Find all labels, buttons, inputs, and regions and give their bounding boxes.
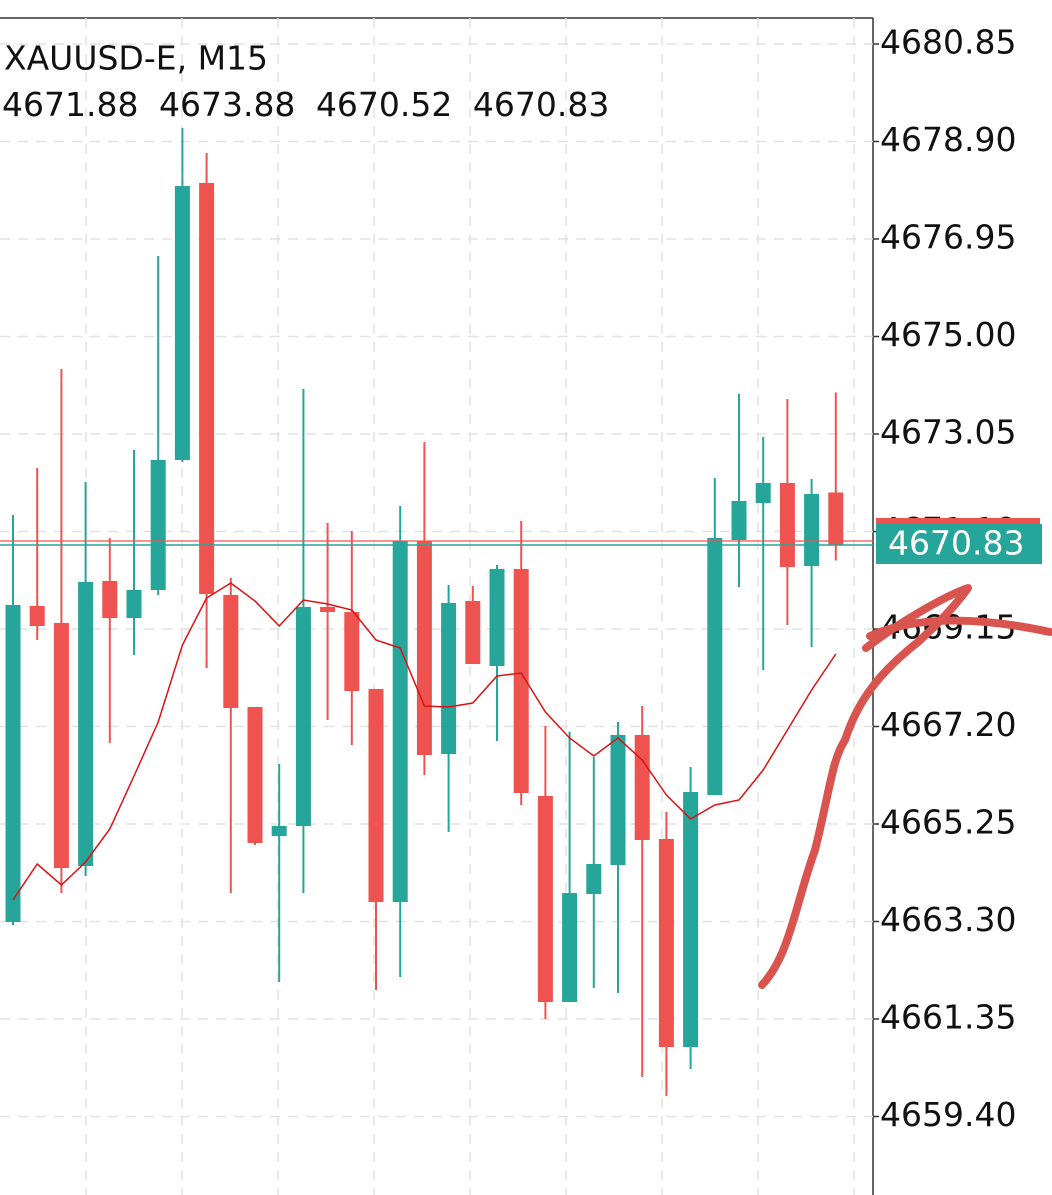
grid	[0, 18, 873, 1195]
candle-body	[126, 590, 142, 618]
candle-body	[392, 541, 408, 902]
candle-body	[634, 735, 650, 840]
candle-body	[683, 792, 699, 1047]
candle-body	[610, 735, 626, 865]
candle-body	[513, 569, 529, 793]
candle-body	[489, 569, 505, 666]
current-price-label: 4670.83	[888, 524, 1024, 563]
marks	[5, 128, 844, 1096]
candle-body	[295, 607, 311, 826]
candle-body	[320, 607, 336, 612]
candle-body	[102, 581, 118, 618]
current-price-box	[876, 524, 1042, 564]
candle-body	[755, 483, 771, 503]
candle-body	[562, 893, 578, 1002]
y-tick-label: 4665.25	[880, 803, 1016, 842]
chart-title: XAUUSD-E, M15	[4, 39, 268, 78]
candle-body	[368, 689, 384, 902]
moving-average-line	[12, 582, 837, 901]
y-tick-label: 4675.00	[880, 315, 1016, 354]
header-close: 4670.83	[473, 85, 609, 124]
candle-body	[247, 707, 263, 843]
y-tick-label: 4663.30	[880, 900, 1016, 939]
candle-body	[53, 623, 69, 868]
candle-body	[174, 186, 190, 460]
y-tick-label: 4673.05	[880, 413, 1016, 452]
overlay: 4670.83	[0, 518, 1042, 564]
candle-body	[271, 826, 287, 836]
price-axis: 4680.854678.904676.954675.004673.054671.…	[873, 23, 1016, 1134]
y-tick-label: 4680.85	[880, 23, 1016, 62]
candle-body	[223, 595, 239, 708]
candle-body	[658, 839, 674, 1047]
y-tick-label: 4676.95	[880, 218, 1016, 257]
candle-body	[779, 483, 795, 567]
candle-body	[344, 612, 360, 691]
candle-body	[707, 538, 723, 795]
y-tick-label: 4678.90	[880, 120, 1016, 159]
candle-body	[731, 501, 747, 540]
candle-body	[78, 582, 94, 866]
hand-drawn-stroke	[866, 616, 1052, 640]
candle-body	[150, 460, 166, 590]
header-open: 4671.88	[2, 85, 138, 124]
header-high: 4673.88	[159, 85, 295, 124]
ohlc-header: 4671.88 4673.88 4670.52 4670.83	[2, 85, 609, 124]
candle-body	[29, 606, 45, 626]
y-tick-label: 4667.20	[880, 705, 1016, 744]
candle-body	[828, 492, 844, 545]
candle-body	[5, 605, 21, 922]
header-low: 4670.52	[316, 85, 452, 124]
candle-body	[804, 494, 820, 566]
ask-label-edge	[876, 518, 1040, 524]
candle-body	[416, 541, 432, 755]
candle-body	[537, 796, 553, 1002]
y-tick-label: 4661.35	[880, 998, 1016, 1037]
hand-drawn-arrow	[758, 584, 972, 989]
y-tick-label: 4659.40	[880, 1095, 1016, 1134]
candle-body	[586, 864, 602, 894]
candle-body	[465, 601, 481, 664]
candle-body	[441, 603, 457, 754]
candle-body	[199, 183, 215, 594]
